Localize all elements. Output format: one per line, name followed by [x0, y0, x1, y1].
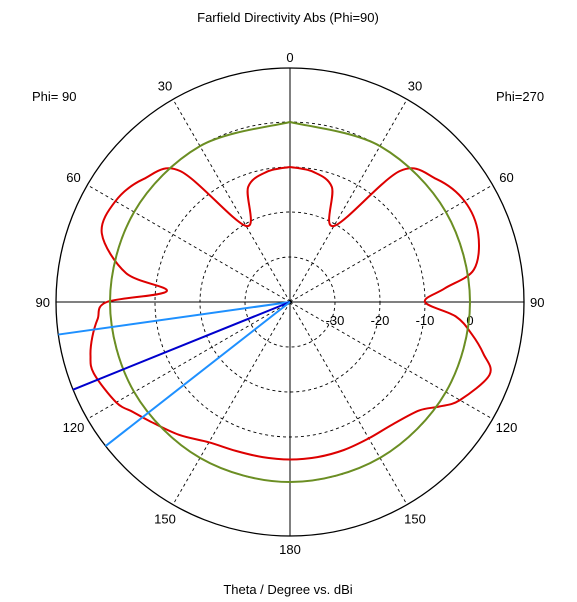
- angle-tick-label: 90: [36, 295, 50, 310]
- series-line-1: [89, 166, 492, 461]
- radial-tick-labels: -30 -20 -10 0: [326, 313, 474, 328]
- marker-lines: [58, 301, 291, 447]
- grid-spoke: [289, 301, 408, 505]
- marker-line-3: [104, 301, 291, 447]
- grid-spoke: [87, 184, 291, 303]
- angle-tick-label: 150: [404, 512, 426, 527]
- angle-tick-label: 120: [63, 420, 85, 435]
- right-half-label: Phi=270: [496, 89, 544, 104]
- angle-tick-label: 60: [66, 170, 80, 185]
- grid-spoke: [172, 99, 291, 303]
- x-axis-label: Theta / Degree vs. dBi: [223, 582, 352, 597]
- grid-spoke: [289, 184, 493, 303]
- radial-tick-label: 0: [466, 313, 473, 328]
- marker-line-1: [58, 301, 291, 336]
- angle-tick-label: 30: [158, 78, 172, 93]
- series-line-2: [108, 121, 472, 484]
- angle-tick-label: 30: [408, 78, 422, 93]
- radial-tick-label: -10: [416, 313, 435, 328]
- marker-line-2: [72, 301, 291, 391]
- grid-spoke: [289, 99, 408, 303]
- left-half-label: Phi= 90: [32, 89, 76, 104]
- angle-tick-label: 0: [286, 50, 293, 65]
- series-group: [89, 121, 492, 484]
- angle-tick-label: 150: [154, 512, 176, 527]
- grid-spoke: [87, 301, 291, 420]
- angle-tick-label: 90: [530, 295, 544, 310]
- radial-tick-label: -30: [326, 313, 345, 328]
- angle-tick-label: 60: [499, 170, 513, 185]
- angle-tick-labels: 0 30 30 60 60 90 90 120 120 150 150 180: [36, 50, 545, 557]
- grid-spoke: [289, 301, 493, 420]
- angle-tick-label: 180: [279, 542, 301, 557]
- chart-title: Farfield Directivity Abs (Phi=90): [197, 10, 379, 25]
- radial-tick-label: -20: [371, 313, 390, 328]
- angle-tick-label: 120: [496, 420, 518, 435]
- grid-spoke: [172, 301, 291, 505]
